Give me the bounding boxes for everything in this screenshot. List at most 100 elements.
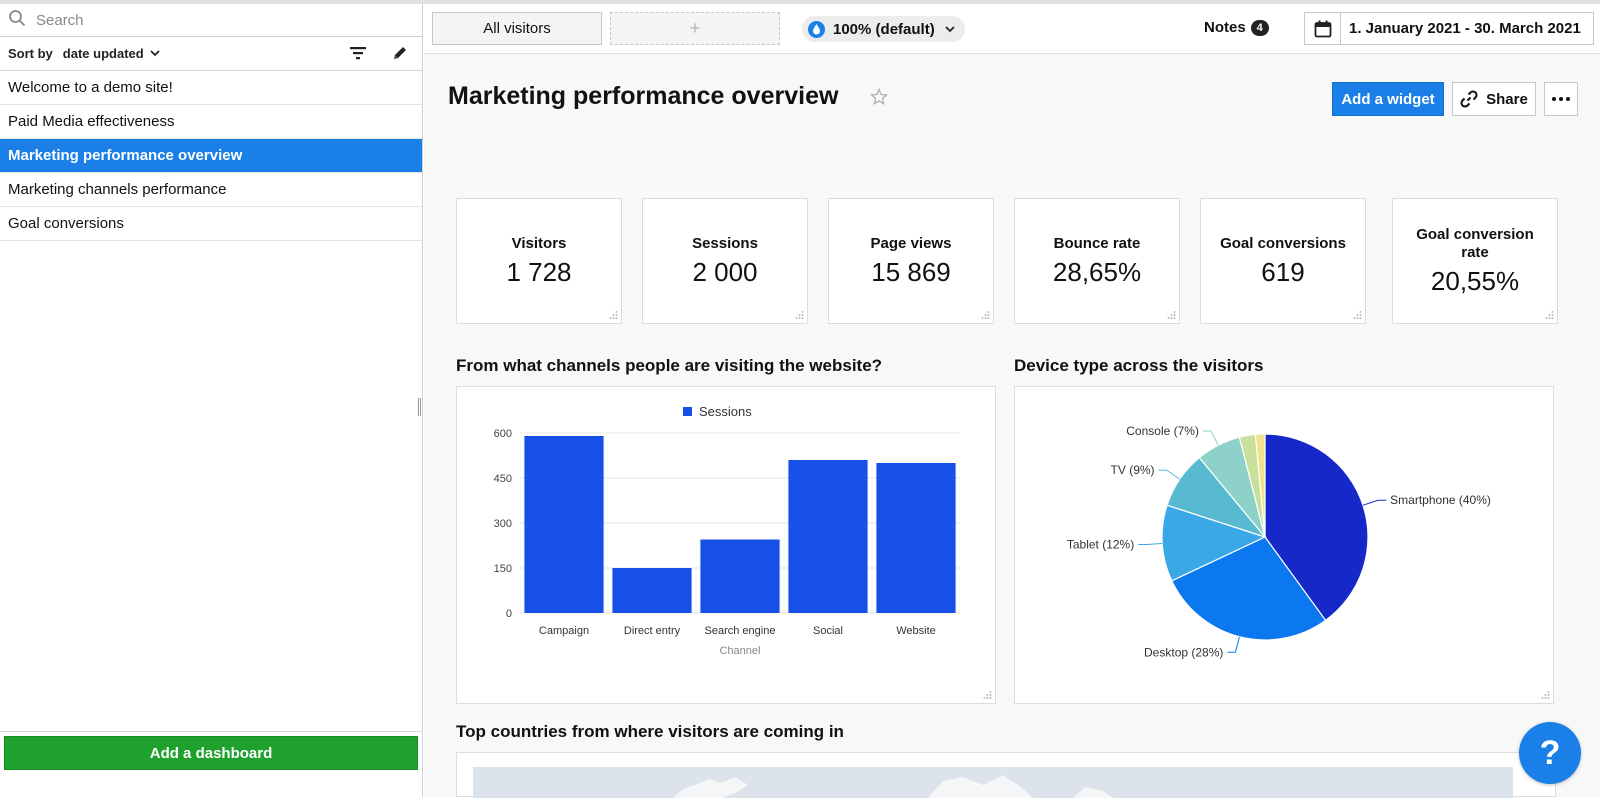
pie-slice-label: Desktop (28%) (1144, 645, 1223, 659)
dashboard-main: All visitors + 100% (default) Notes 4 1.… (424, 4, 1600, 798)
link-icon (1460, 90, 1478, 108)
panel-resize-handle[interactable] (418, 398, 421, 416)
x-axis-label: Channel (720, 645, 761, 657)
page-title: Marketing performance overview (448, 82, 839, 110)
pie-slice[interactable] (1171, 536, 1327, 641)
sampling-dropdown[interactable]: 100% (default) (802, 16, 965, 42)
add-dashboard-button[interactable]: Add a dashboard (4, 736, 418, 770)
pie-slice[interactable] (1161, 504, 1267, 582)
more-options-button[interactable] (1544, 82, 1578, 116)
search-input[interactable] (36, 11, 396, 29)
notes-count-badge: 4 (1250, 19, 1269, 36)
kpi-label: Goal conversions (1220, 234, 1346, 252)
y-tick-label: 450 (494, 473, 512, 485)
pie-leader-line (1158, 469, 1181, 480)
y-tick-label: 150 (494, 563, 512, 575)
dashboard-item[interactable]: Marketing channels performance (0, 173, 422, 207)
map-land-shapes (673, 775, 1113, 798)
bar-website[interactable] (876, 463, 956, 613)
kpi-card-sessions: Sessions 2 000 (642, 198, 808, 324)
resize-handle-icon[interactable] (1166, 310, 1176, 320)
segment-all-visitors[interactable]: All visitors (432, 12, 602, 45)
resize-handle-icon[interactable] (982, 690, 992, 700)
share-button[interactable]: Share (1452, 82, 1536, 116)
world-map[interactable] (473, 767, 1513, 798)
pie-slice[interactable] (1254, 433, 1266, 538)
resize-handle-icon[interactable] (608, 310, 618, 320)
kpi-value: 619 (1261, 256, 1305, 287)
bar-social[interactable] (788, 460, 868, 613)
dashboard-item[interactable]: Welcome to a demo site! (0, 71, 422, 105)
more-dots-icon (1552, 97, 1570, 101)
x-tick-label: Search engine (705, 625, 776, 637)
sort-dropdown[interactable]: date updated (63, 46, 160, 61)
kpi-card-goal-conversions: Goal conversions 619 (1200, 198, 1366, 324)
y-tick-label: 0 (506, 608, 512, 620)
channels-section-title: From what channels people are visiting t… (456, 356, 883, 375)
x-tick-label: Website (896, 625, 936, 637)
kpi-label: Bounce rate (1053, 234, 1141, 252)
countries-section-title: Top countries from where visitors are co… (456, 722, 844, 741)
legend-swatch (683, 407, 692, 416)
kpi-label: Sessions (692, 234, 758, 252)
resize-handle-icon[interactable] (794, 310, 804, 320)
resize-handle-icon[interactable] (1544, 310, 1554, 320)
sort-label: Sort by (8, 46, 53, 61)
y-tick-label: 300 (494, 518, 512, 530)
x-tick-label: Direct entry (624, 625, 681, 637)
help-button[interactable]: ? (1519, 722, 1581, 784)
dashboard-item[interactable]: Paid Media effectiveness (0, 105, 422, 139)
chevron-down-icon (150, 50, 160, 57)
pie-leader-line (1138, 542, 1163, 545)
legend-label[interactable]: Sessions (699, 404, 752, 419)
sidebar-divider (0, 731, 423, 732)
dashboard-sidebar: Sort by date updated Welcome to a demo s… (0, 4, 423, 797)
kpi-label: Visitors (511, 234, 567, 252)
top-toolbar: All visitors + 100% (default) Notes 4 1.… (424, 4, 1600, 54)
sort-bar: Sort by date updated (0, 37, 422, 71)
notes-button[interactable]: Notes 4 (1204, 19, 1269, 36)
date-range-picker[interactable]: 1. January 2021 - 30. March 2021 (1304, 12, 1594, 45)
channels-bar-chart: 0 150 300 450 600 Campaign Direct entry Search … (494, 404, 960, 657)
resize-handle-icon[interactable] (1540, 690, 1550, 700)
add-segment-button[interactable]: + (610, 12, 780, 45)
resize-handle-icon[interactable] (980, 310, 990, 320)
bar-search-engine[interactable] (700, 539, 780, 614)
sampling-value: 100% (default) (833, 20, 935, 38)
chevron-down-icon (945, 25, 955, 32)
kpi-value: 2 000 (692, 256, 758, 287)
pie-slice[interactable] (1264, 433, 1369, 622)
pie-slice-label: TV (9%) (1111, 463, 1155, 477)
kpi-label: Page views (870, 234, 952, 252)
dashboard-item[interactable]: Goal conversions (0, 207, 422, 241)
date-range-text: 1. January 2021 - 30. March 2021 (1349, 20, 1581, 37)
bar-direct-entry[interactable] (612, 568, 692, 613)
kpi-card-page-views: Page views 15 869 (828, 198, 994, 324)
share-label: Share (1486, 90, 1528, 108)
pencil-icon[interactable] (392, 45, 408, 64)
channels-chart-panel: 0 150 300 450 600 Campaign Direct entry Search … (456, 386, 996, 704)
pie-slice-label: Console (7%) (1126, 424, 1199, 438)
filter-icon[interactable] (350, 46, 366, 63)
droplet-icon (808, 20, 825, 38)
search-bar (0, 4, 422, 37)
pie-slice-label: Tablet (12%) (1067, 537, 1134, 551)
pie-leader-line (1227, 636, 1240, 653)
kpi-label: Goal conversion rate (1416, 225, 1534, 261)
search-icon (8, 9, 26, 32)
x-tick-label: Social (813, 625, 843, 637)
kpi-value: 15 869 (871, 256, 951, 287)
add-widget-button[interactable]: Add a widget (1332, 82, 1444, 116)
kpi-value: 1 728 (506, 256, 572, 287)
bar-campaign[interactable] (524, 436, 604, 613)
devices-chart-panel: Smartphone (40%) Desktop (28%) Tablet (12%… (1014, 386, 1554, 704)
kpi-value: 20,55% (1430, 265, 1520, 296)
pie-leader-line (1362, 499, 1387, 506)
resize-handle-icon[interactable] (1352, 310, 1362, 320)
pie-leader-line (1202, 430, 1219, 446)
dashboard-item-active[interactable]: Marketing performance overview (0, 139, 422, 173)
y-tick-label: 600 (494, 428, 512, 440)
sort-value: date updated (62, 46, 144, 61)
kpi-value: 28,65% (1052, 256, 1142, 287)
star-icon[interactable] (870, 88, 888, 111)
